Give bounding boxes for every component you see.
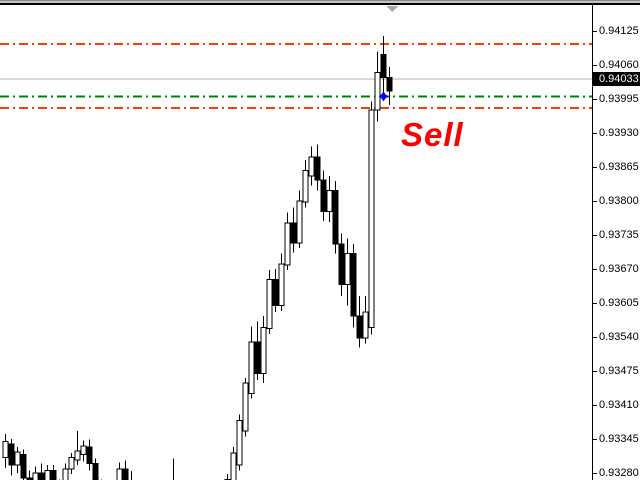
price-tick-label: 0.94125 (599, 25, 639, 37)
candle-bull (326, 190, 333, 212)
price-tick (593, 439, 597, 440)
price-tick (593, 99, 597, 100)
candle-bear (26, 477, 33, 480)
candle-bull (242, 382, 249, 432)
candle-bear (350, 252, 357, 317)
current-price-value: 0.94033 (599, 73, 639, 86)
candle-bear (356, 315, 363, 339)
candle-bear (8, 443, 15, 466)
price-tick-label: 0.93735 (599, 229, 639, 241)
candle-bull (68, 456, 75, 470)
price-tick-label: 0.93995 (599, 93, 639, 105)
candle-bear (314, 156, 321, 181)
window-top-strip (0, 0, 640, 3)
candle-bear (320, 179, 327, 212)
price-tick-label: 0.93800 (599, 195, 639, 207)
candle-bear (38, 472, 45, 480)
candle-bear (290, 222, 297, 244)
candle-bull (284, 222, 291, 266)
candle-bull (278, 263, 285, 307)
price-tick (593, 269, 597, 270)
price-tick-label: 0.93410 (599, 399, 639, 411)
candle-bull (266, 278, 273, 330)
candle-bull (116, 468, 123, 480)
window-top-strip-shadow (0, 0, 640, 1)
bar-shift-triangle-icon[interactable] (386, 6, 398, 12)
price-tick-label: 0.93670 (599, 263, 639, 275)
candle-bear (386, 77, 393, 92)
price-tick (593, 371, 597, 372)
candle-bull (260, 327, 267, 375)
candle-bear (122, 468, 129, 480)
candle-bull (62, 468, 69, 480)
candle-bear (254, 341, 261, 375)
entry-marker-icon (378, 91, 389, 102)
price-tick-label: 0.93605 (599, 297, 639, 309)
price-tick (593, 337, 597, 338)
candle-bull (308, 156, 315, 177)
candle-bull (44, 469, 51, 480)
candle-bear (50, 469, 57, 480)
candle-bull (362, 311, 369, 339)
candle-bear (272, 278, 279, 307)
price-tick-label: 0.93930 (599, 127, 639, 139)
axis-border-line (592, 5, 593, 480)
current-price-box: 0.94033 (593, 72, 640, 87)
price-tick (593, 405, 597, 406)
candle-bear (92, 463, 99, 480)
price-tick (593, 201, 597, 202)
candle-bear (332, 190, 339, 245)
price-tick (593, 235, 597, 236)
price-tick-label: 0.93280 (599, 467, 639, 479)
candle-bull (236, 420, 243, 466)
candle-bull (80, 445, 87, 456)
price-tick (593, 303, 597, 304)
candle-bear (20, 454, 27, 479)
price-tick (593, 167, 597, 168)
price-tick (593, 473, 597, 474)
candle-bull (32, 472, 39, 480)
price-tick-label: 0.94060 (599, 59, 639, 71)
candle-bull (344, 252, 351, 286)
candle-bull (230, 452, 237, 480)
candle-bull (74, 450, 81, 461)
price-tick-label: 0.93865 (599, 161, 639, 173)
candle-bull (248, 341, 255, 394)
chart-top-border (0, 3, 640, 5)
candle-bull (14, 451, 21, 466)
price-tick (593, 31, 597, 32)
price-tick (593, 65, 597, 66)
candle-bull (374, 71, 381, 111)
price-tick-label: 0.93540 (599, 331, 639, 343)
candle-bear (338, 243, 345, 286)
candle-bull (2, 441, 9, 458)
sell-annotation-label[interactable]: Sell (401, 116, 464, 153)
candle-bear (86, 446, 93, 465)
candle-bull (368, 109, 375, 329)
price-tick (593, 133, 597, 134)
plot-area (0, 36, 592, 480)
candle-bull (302, 170, 309, 203)
candle-bear (380, 54, 387, 79)
candle-bull (296, 200, 303, 244)
price-tick-label: 0.93475 (599, 365, 639, 377)
price-axis[interactable]: 0.94033 0.94125 0.94060 0.93995 0.93930 0.93… (593, 5, 640, 480)
price-tick-label: 0.93345 (599, 433, 639, 445)
